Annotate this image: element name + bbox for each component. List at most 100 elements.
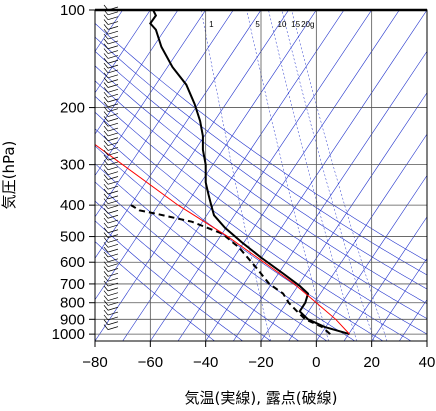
isotherm-line <box>95 10 151 94</box>
mixing-ratio-label: 1 <box>209 20 214 29</box>
wind-barb <box>107 151 119 156</box>
y-axis-label: 気圧(hPa) <box>0 141 18 210</box>
wind-barb-feather <box>103 135 109 141</box>
wind-barb-feather <box>103 227 109 233</box>
wind-barb <box>107 64 119 69</box>
wind-barb <box>107 113 119 117</box>
wind-barb-feather <box>103 174 109 180</box>
wind-barb-feather <box>103 203 109 209</box>
wind-barb <box>107 118 119 122</box>
isotherm-line <box>343 216 427 341</box>
wind-barb <box>107 127 119 132</box>
wind-barb-feather <box>103 324 109 330</box>
wind-barb-feather <box>103 188 109 195</box>
dry-adiabat-line <box>95 181 300 341</box>
wind-barb-feather <box>103 14 109 20</box>
wind-barb-feather <box>103 91 109 98</box>
wind-barb-feather <box>103 251 109 258</box>
wind-barb-feather <box>103 305 109 311</box>
wind-barb <box>107 30 119 35</box>
isotherm-line <box>233 50 427 341</box>
x-tick-label: 40 <box>419 354 436 371</box>
wind-barb-feather <box>103 290 109 296</box>
dry-adiabat-line <box>95 111 412 341</box>
dry-adiabat-line <box>95 80 427 319</box>
wind-barb <box>107 88 119 93</box>
mixing-ratio-label: 5 <box>255 20 260 29</box>
wind-barb <box>107 229 119 234</box>
mixing-ratio-line <box>291 10 388 341</box>
wind-barb <box>107 11 119 16</box>
wind-barb <box>107 74 119 79</box>
dry-adiabat-line <box>95 22 427 262</box>
wind-barb-feather <box>103 295 109 301</box>
wind-barb-feather <box>103 217 109 224</box>
wind-barb-feather <box>103 130 109 137</box>
wind-barb <box>107 195 119 200</box>
wind-barb-feather <box>103 106 109 112</box>
wind-barb-feather <box>103 48 109 54</box>
grid-lines <box>95 10 427 341</box>
wind-barb <box>107 326 119 330</box>
wind-barb-feather <box>103 53 109 59</box>
wind-barb <box>107 69 119 74</box>
wind-barb-feather <box>103 111 109 117</box>
wind-barb <box>107 253 119 258</box>
wind-barb-feather <box>103 208 109 214</box>
wind-barb <box>107 103 119 108</box>
wind-barb-feather <box>103 77 109 83</box>
wind-barb <box>107 185 119 190</box>
wind-barb <box>107 297 119 301</box>
wind-barb-feather <box>103 300 109 306</box>
wind-barb <box>107 26 119 30</box>
isotherm-line <box>426 340 427 341</box>
wind-barb <box>107 287 119 292</box>
wind-barb-feather <box>103 33 109 40</box>
x-tick-label: −20 <box>248 354 273 371</box>
dry-adiabat-line <box>95 95 427 335</box>
wind-barb-feather <box>103 237 109 243</box>
isotherm-line <box>316 174 427 341</box>
y-tick-label: 100 <box>60 2 85 19</box>
wind-barb-feather <box>103 62 109 69</box>
wind-barb-feather <box>103 213 109 219</box>
wind-barb-feather <box>103 154 109 161</box>
wind-barb <box>107 239 119 243</box>
wind-barb <box>107 79 119 83</box>
isotherm-line <box>95 10 234 218</box>
wind-barb <box>107 263 119 267</box>
mixing-ratio-line <box>246 10 329 341</box>
y-tick-label: 600 <box>60 254 85 271</box>
profile-series <box>95 10 350 336</box>
y-tick-label: 200 <box>60 100 85 117</box>
y-tick-label: 800 <box>60 295 85 312</box>
wind-barb <box>107 161 119 166</box>
temperature-line <box>149 10 350 336</box>
dry-adiabat-line <box>95 241 215 341</box>
dry-adiabat-line <box>95 65 427 305</box>
wind-barb <box>107 292 119 297</box>
mixing-ratio-label: 10 <box>278 20 287 29</box>
wind-barb <box>107 142 119 146</box>
wind-barb-feather <box>103 232 109 238</box>
wind-barb <box>107 243 119 248</box>
wind-barb <box>107 108 119 113</box>
wind-barb-feather <box>103 319 109 325</box>
dry-adiabat-line <box>95 200 271 341</box>
wind-barb-feather <box>103 164 109 171</box>
mixing-ratio-labels: 1 5 10 15 20g <box>209 20 314 29</box>
wind-barb-feather <box>103 58 109 64</box>
wind-barb-feather <box>103 116 109 122</box>
wind-barb <box>107 21 119 25</box>
wind-barb <box>107 248 119 253</box>
dry-adiabat-line <box>95 128 384 341</box>
wind-barb-feather <box>103 159 109 166</box>
wind-barb <box>107 132 119 137</box>
dry-adiabat-line <box>95 50 427 290</box>
wind-barb <box>107 84 119 88</box>
x-axis-label: 気温(実線), 露点(破線) <box>185 389 338 407</box>
x-tick-label: 20 <box>363 354 380 371</box>
y-tick-label: 500 <box>60 229 85 246</box>
wind-barb-feather <box>103 150 109 156</box>
wind-barb-feather <box>103 275 109 282</box>
